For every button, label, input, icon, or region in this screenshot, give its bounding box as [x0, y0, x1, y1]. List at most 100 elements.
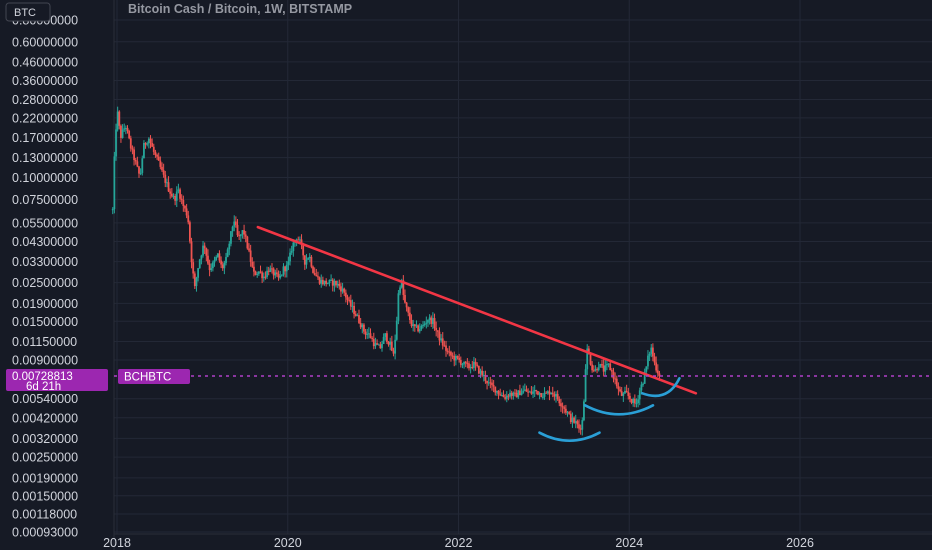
candle-body	[167, 182, 170, 192]
candle-body	[607, 363, 610, 365]
candle-body	[642, 383, 644, 385]
candle-body	[412, 324, 415, 327]
axis	[113, 0, 932, 550]
candle-body	[340, 286, 342, 292]
y-tick-label: 0.36000000	[12, 74, 78, 88]
candle-body	[569, 413, 572, 423]
candle-body	[522, 390, 525, 393]
candle-body	[134, 160, 137, 162]
candle-body	[456, 355, 459, 358]
candle-body	[579, 428, 582, 430]
candle-body	[221, 264, 224, 269]
candle-body	[553, 394, 556, 397]
candle-body	[341, 288, 344, 292]
symbol-tag[interactable]: BCHBTC	[118, 369, 190, 385]
candle-body	[390, 341, 393, 351]
candle-body	[351, 305, 354, 307]
candle-body	[246, 236, 249, 249]
candle-body	[583, 401, 585, 421]
candle-body	[431, 318, 434, 324]
candle-body	[272, 268, 275, 276]
candle-body	[124, 127, 127, 129]
candle-body	[505, 395, 508, 399]
unit-label-box: BTC	[5, 2, 51, 22]
candle-body	[594, 369, 597, 371]
candle-body	[182, 199, 185, 207]
candle-body	[363, 324, 365, 332]
candle-body	[386, 333, 388, 342]
candle-body	[523, 389, 526, 391]
y-tick-label: 0.00540000	[12, 392, 78, 406]
candle-body	[144, 143, 147, 145]
candle-body	[448, 351, 451, 353]
y-tick-label: 0.00093000	[12, 526, 78, 540]
candle-body	[397, 293, 400, 321]
candle-body	[192, 262, 195, 274]
candle-body	[371, 337, 374, 340]
candle-body	[541, 396, 544, 398]
candle-body	[257, 271, 260, 274]
candle-body	[604, 365, 607, 372]
candle-body	[627, 392, 630, 396]
candle-body	[482, 374, 485, 376]
candle-body	[461, 364, 464, 366]
candle-body	[533, 390, 536, 392]
price-tag[interactable]: 0.00728813 6d 21h	[6, 369, 108, 393]
candle-body	[169, 191, 172, 194]
chart-title: Bitcoin Cash / Bitcoin, 1W, BITSTAMP	[128, 2, 352, 16]
candle-body	[346, 297, 349, 300]
candle-body	[648, 353, 651, 356]
y-tick-label: 0.00900000	[12, 354, 78, 368]
candle-body	[630, 399, 633, 403]
candle-body	[364, 331, 367, 335]
y-tick-label: 0.00190000	[12, 471, 78, 485]
candle-body	[651, 347, 654, 357]
candle-body	[318, 277, 321, 284]
candle-body	[635, 403, 638, 405]
candle-body	[474, 361, 477, 365]
support-arc	[583, 404, 655, 416]
candle-body	[451, 355, 454, 357]
candle-body	[310, 256, 313, 267]
candle-body	[532, 391, 534, 394]
candle-body	[149, 138, 152, 143]
candle-body	[298, 239, 301, 241]
candle-body	[266, 270, 268, 277]
candle-body	[509, 392, 511, 397]
candle-body	[602, 365, 605, 372]
candle-body	[571, 417, 574, 423]
y-tick-label: 0.10000000	[12, 171, 78, 185]
candle-body	[253, 266, 255, 272]
candle-body	[280, 274, 283, 276]
grid	[114, 0, 932, 534]
y-tick-label: 0.01900000	[12, 297, 78, 311]
candle-body	[384, 333, 387, 337]
candle-body	[366, 333, 369, 335]
candle-body	[476, 364, 479, 367]
candle-body	[405, 302, 408, 308]
candle-body	[276, 272, 278, 274]
candle-body	[573, 417, 575, 423]
candle-body	[477, 366, 480, 374]
candle-body	[325, 280, 328, 284]
candle-body	[499, 394, 502, 396]
candle-body	[300, 239, 303, 245]
annotations	[256, 225, 698, 442]
candle-body	[128, 130, 131, 139]
candle-body	[174, 195, 177, 201]
candle-body	[234, 221, 237, 225]
candle-body	[382, 336, 385, 344]
candle-body	[249, 250, 252, 262]
candles	[111, 106, 661, 436]
candle-body	[259, 271, 262, 273]
candle-body	[274, 272, 277, 276]
candle-body	[556, 393, 559, 400]
candle-body	[151, 142, 154, 147]
candle-body	[438, 331, 441, 341]
candle-body	[303, 255, 306, 265]
candle-body	[285, 264, 288, 272]
candle-body	[427, 320, 429, 323]
candle-body	[359, 322, 362, 328]
candle-body	[645, 366, 648, 372]
